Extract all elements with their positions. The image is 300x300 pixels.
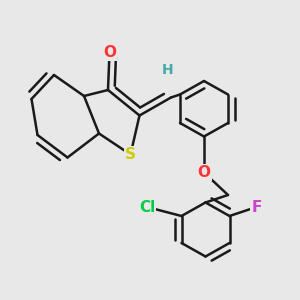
Text: S: S [125, 147, 136, 162]
Text: Cl: Cl [139, 200, 155, 214]
Text: O: O [103, 45, 116, 60]
Text: F: F [251, 200, 262, 214]
Text: H: H [162, 64, 174, 77]
Text: O: O [197, 165, 211, 180]
